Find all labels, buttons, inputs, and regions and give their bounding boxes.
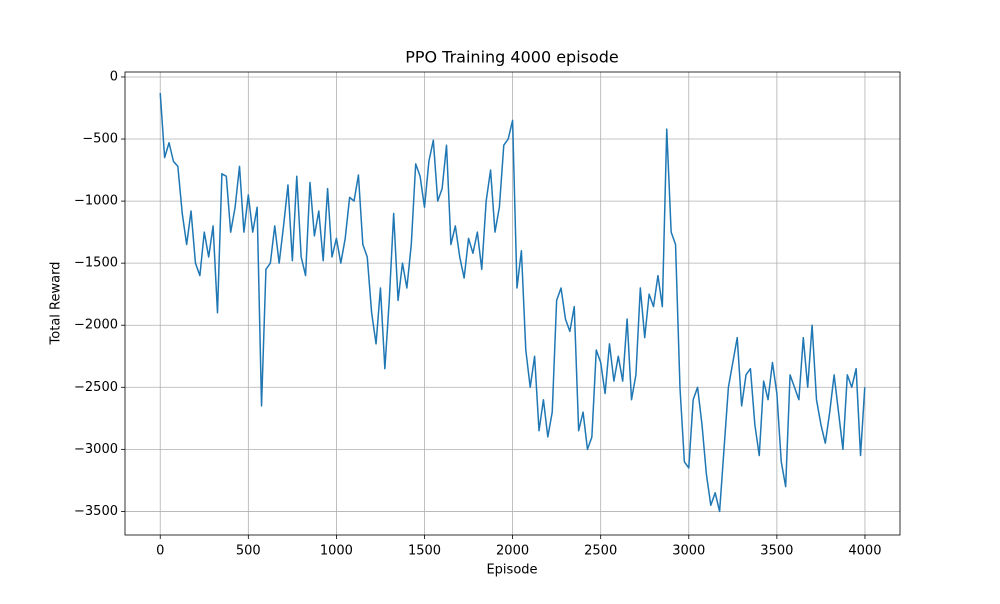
y-tick-label: −500 — [82, 132, 118, 147]
y-tick-label: −2000 — [74, 318, 118, 333]
y-tick-label: −3500 — [74, 504, 118, 519]
x-tick-label: 1000 — [320, 544, 353, 559]
y-axis-label: Total Reward — [49, 262, 64, 346]
x-tick-label: 1500 — [408, 544, 441, 559]
x-tick-label: 4000 — [848, 544, 881, 559]
line-series — [159, 93, 866, 513]
x-axis-label: Episode — [486, 563, 537, 578]
y-tick-label: −1500 — [74, 256, 118, 271]
y-tick-label: −2500 — [74, 380, 118, 395]
x-tick-label: 2500 — [584, 544, 617, 559]
x-tick-label: 500 — [236, 544, 261, 559]
x-tick-label: 0 — [156, 544, 164, 559]
x-tick-label: 3000 — [672, 544, 705, 559]
x-tick-label: 2000 — [496, 544, 529, 559]
chart-title: PPO Training 4000 episode — [405, 48, 619, 67]
plot-frame — [124, 71, 901, 536]
x-tick-label: 3500 — [760, 544, 793, 559]
y-tick-label: 0 — [110, 69, 118, 84]
y-tick-label: −3000 — [74, 442, 118, 457]
y-tick-label: −1000 — [74, 194, 118, 209]
